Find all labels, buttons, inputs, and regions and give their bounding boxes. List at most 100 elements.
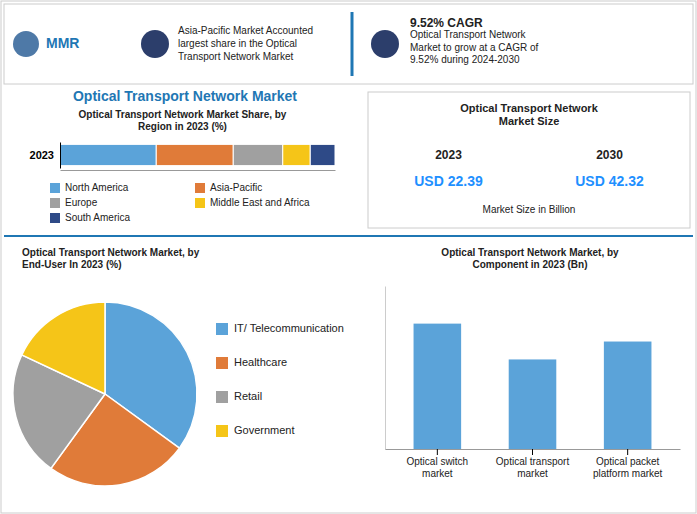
header-icon [371,30,399,58]
header: MMR Asia-Pacific Market Accounted largest … [4,4,693,84]
pie-chart: Optical Transport Network Market, byEnd-… [13,247,344,486]
table-value: USD 42.32 [575,173,644,189]
text-line: platform market [593,468,663,479]
text-line: Market to grow at a CAGR of [410,42,539,53]
text-line: Optical Transport Network Market [73,88,297,104]
legend-item: Government [216,424,295,437]
bar-chart: Optical Transport Network Market, byComp… [386,247,681,479]
legend-item: South America [50,212,130,223]
tick-label: 2023 [30,149,54,161]
bar-segment [233,144,283,165]
bar [509,359,557,449]
table-header: 2023 [435,148,462,162]
axis-line [385,287,386,450]
text-line: Region in 2023 (%) [138,121,227,132]
chart-title: Optical Transport Network Market, byComp… [441,247,619,270]
infographic: MMR Asia-Pacific Market Accounted largest … [0,0,697,514]
plot-area [60,144,335,165]
bar-segment [283,144,311,165]
text-line: Optical packet [596,456,660,467]
chart-title: Optical Transport Network Market Share, … [79,109,287,132]
legend-swatch [195,183,205,193]
bar [414,324,462,449]
legend: IT/ Telecommunication Healthcare Retail Gov… [216,322,344,437]
tick-label: Optical packetplatform market [593,456,663,479]
header-divider [351,12,354,76]
tick: Optical transportmarket [496,449,570,479]
tick: Optical packetplatform market [593,449,663,479]
header-border [4,4,693,84]
legend-item: Asia-Pacific [195,182,262,193]
legend-swatch [216,357,228,369]
legend-swatch [216,391,228,403]
legend-swatch [50,213,60,223]
axis-line [61,170,336,171]
x-axis [61,170,336,171]
tick-mark [532,449,533,455]
page-border [1,1,696,513]
logo-icon [13,31,39,57]
axis-line [60,143,61,169]
pie-slice [22,302,105,394]
legend: North America Asia-Pacific Europe Middle Ea… [50,182,310,223]
table-header: 2030 [596,148,623,162]
tick: Optical switchmarket [406,449,468,479]
tick-mark [627,449,628,455]
text-line: 9.52% during 2024-2030 [410,54,520,65]
text-line: Optical Transport Network Market, by [22,247,200,258]
legend-label: Europe [65,197,98,208]
header-icon [141,30,169,58]
text-line: Optical Transport Network [460,102,598,114]
text-line: Optical Transport Network Market Share, … [79,109,287,120]
bar-segment [310,144,335,165]
legend-item: Middle East and Africa [195,197,310,208]
section-divider [4,235,693,237]
text-line: market [422,468,453,479]
bar-segment [156,144,233,165]
text-line: USD 42.32 [575,173,644,189]
legend-label: North America [65,182,129,193]
text-line: Component in 2023 (Bn) [472,259,587,270]
text-line: 2023 [435,148,462,162]
legend-swatch [216,323,228,335]
table-note: Market Size in Billion [483,204,576,215]
legend-item: IT/ Telecommunication [216,322,344,335]
text-line: Market Size [499,115,560,127]
text-line: Optical switch [406,456,468,467]
text-line: Transport Network Market [178,51,293,62]
logo-text: MMR [46,35,79,51]
legend-label: Asia-Pacific [210,182,262,193]
text-line: market [517,468,548,479]
table-title: Optical Transport NetworkMarket Size [460,102,598,127]
text-line: MMR [46,35,79,51]
text-line: Asia-Pacific Market Accounted [178,25,313,36]
bar [604,342,652,449]
legend-label: IT/ Telecommunication [234,322,344,334]
text-line: Market Size in Billion [483,204,576,215]
legend-item: Healthcare [216,356,287,369]
tick: 2023 [30,149,60,161]
header-note: Optical Transport Network Market to grow … [410,29,539,65]
text-line: End-User In 2023 (%) [22,259,121,270]
legend-item: Europe [50,197,98,208]
tick-label: Optical transportmarket [496,456,570,479]
legend-label: South America [65,212,130,223]
x-axis: Optical switchmarketOptical transportmar… [386,449,681,479]
legend-label: Retail [234,390,262,402]
tick-label: Optical switchmarket [406,456,468,479]
header-note: Asia-Pacific Market Accounted largest sha… [178,25,313,62]
main-title: Optical Transport Network Market [73,88,297,104]
bar-segment [60,144,156,165]
legend-label: Middle East and Africa [210,197,310,208]
chart-title: Optical Transport Network Market, byEnd-… [22,247,200,270]
y-axis: 2023 [30,143,61,169]
legend-swatch [216,425,228,437]
tick-mark [437,449,438,455]
text-line: Optical Transport Network Market, by [441,247,619,258]
legend-label: Healthcare [234,356,287,368]
legend-swatch [50,198,60,208]
text-line: largest share in the Optical [178,38,297,49]
legend-label: Government [234,424,295,436]
text-line: Optical Transport Network [410,29,527,40]
text-line: Optical transport [496,456,570,467]
